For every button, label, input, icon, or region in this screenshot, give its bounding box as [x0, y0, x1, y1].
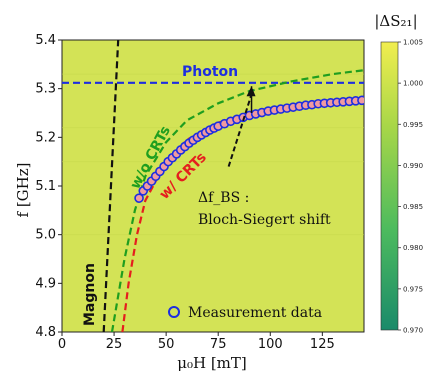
colorbar-tick-label: 0.970 [403, 327, 423, 335]
colorbar-tick-label: 0.995 [403, 121, 423, 129]
x-axis-title: μ₀H [mT] [177, 354, 247, 372]
colorbar: |ΔS₂₁| 1.005 1.000 0.995 0.990 0.985 0.980 0.9… [374, 12, 423, 335]
magnon-label: Magnon [82, 263, 98, 326]
x-tick-label: 0 [58, 337, 66, 352]
legend-label: Measurement data [188, 305, 322, 321]
bloch-siegert-symbol: Δf_BS : [198, 190, 249, 206]
colorbar-title: |ΔS₂₁| [374, 12, 417, 30]
y-tick-label: 5.2 [35, 130, 56, 145]
plot-background [61, 39, 365, 333]
x-tick-label: 125 [310, 337, 335, 352]
y-tick-label: 5.4 [35, 33, 56, 48]
colorbar-tick-label: 0.975 [403, 285, 423, 293]
y-tick-label: 4.8 [35, 325, 56, 340]
legend-marker [168, 306, 180, 318]
x-tick-label: 75 [210, 337, 227, 352]
series-magnon [102, 40, 120, 332]
series-layer [62, 40, 364, 332]
colorbar-ticks: 1.005 1.000 0.995 0.990 0.985 0.980 0.975 0.970 [398, 39, 423, 335]
colorbar-gradient [380, 41, 399, 331]
y-tick-label: 4.9 [35, 276, 56, 291]
y-tick-label: 5.1 [35, 179, 56, 194]
axes-layer: 0 25 50 75 100 125 4.8 4.9 5.0 5.1 5.2 5.3 5.4 [35, 33, 334, 352]
colorbar-tick-label: 0.980 [403, 244, 423, 252]
photon-label: Photon [182, 64, 238, 80]
colorbar-tick-label: 1.000 [403, 80, 423, 88]
y-tick-label: 5.0 [35, 228, 56, 243]
bloch-siegert-text: Bloch-Siegert shift [198, 212, 331, 228]
data-point [134, 193, 144, 203]
x-tick-label: 50 [158, 337, 175, 352]
x-tick-label: 100 [258, 337, 283, 352]
y-tick-label: 5.3 [35, 82, 56, 97]
x-tick-label: 25 [106, 337, 123, 352]
colorbar-tick-label: 0.985 [403, 203, 423, 211]
y-axis-title: f [GHz] [14, 163, 32, 218]
data-point [357, 95, 364, 106]
colorbar-tick-label: 1.005 [403, 39, 423, 47]
series-w-o-crts [110, 69, 364, 332]
legend: Measurement data [168, 305, 322, 321]
colorbar-tick-label: 0.990 [403, 162, 423, 170]
bloch-siegert-arrow [227, 93, 253, 167]
